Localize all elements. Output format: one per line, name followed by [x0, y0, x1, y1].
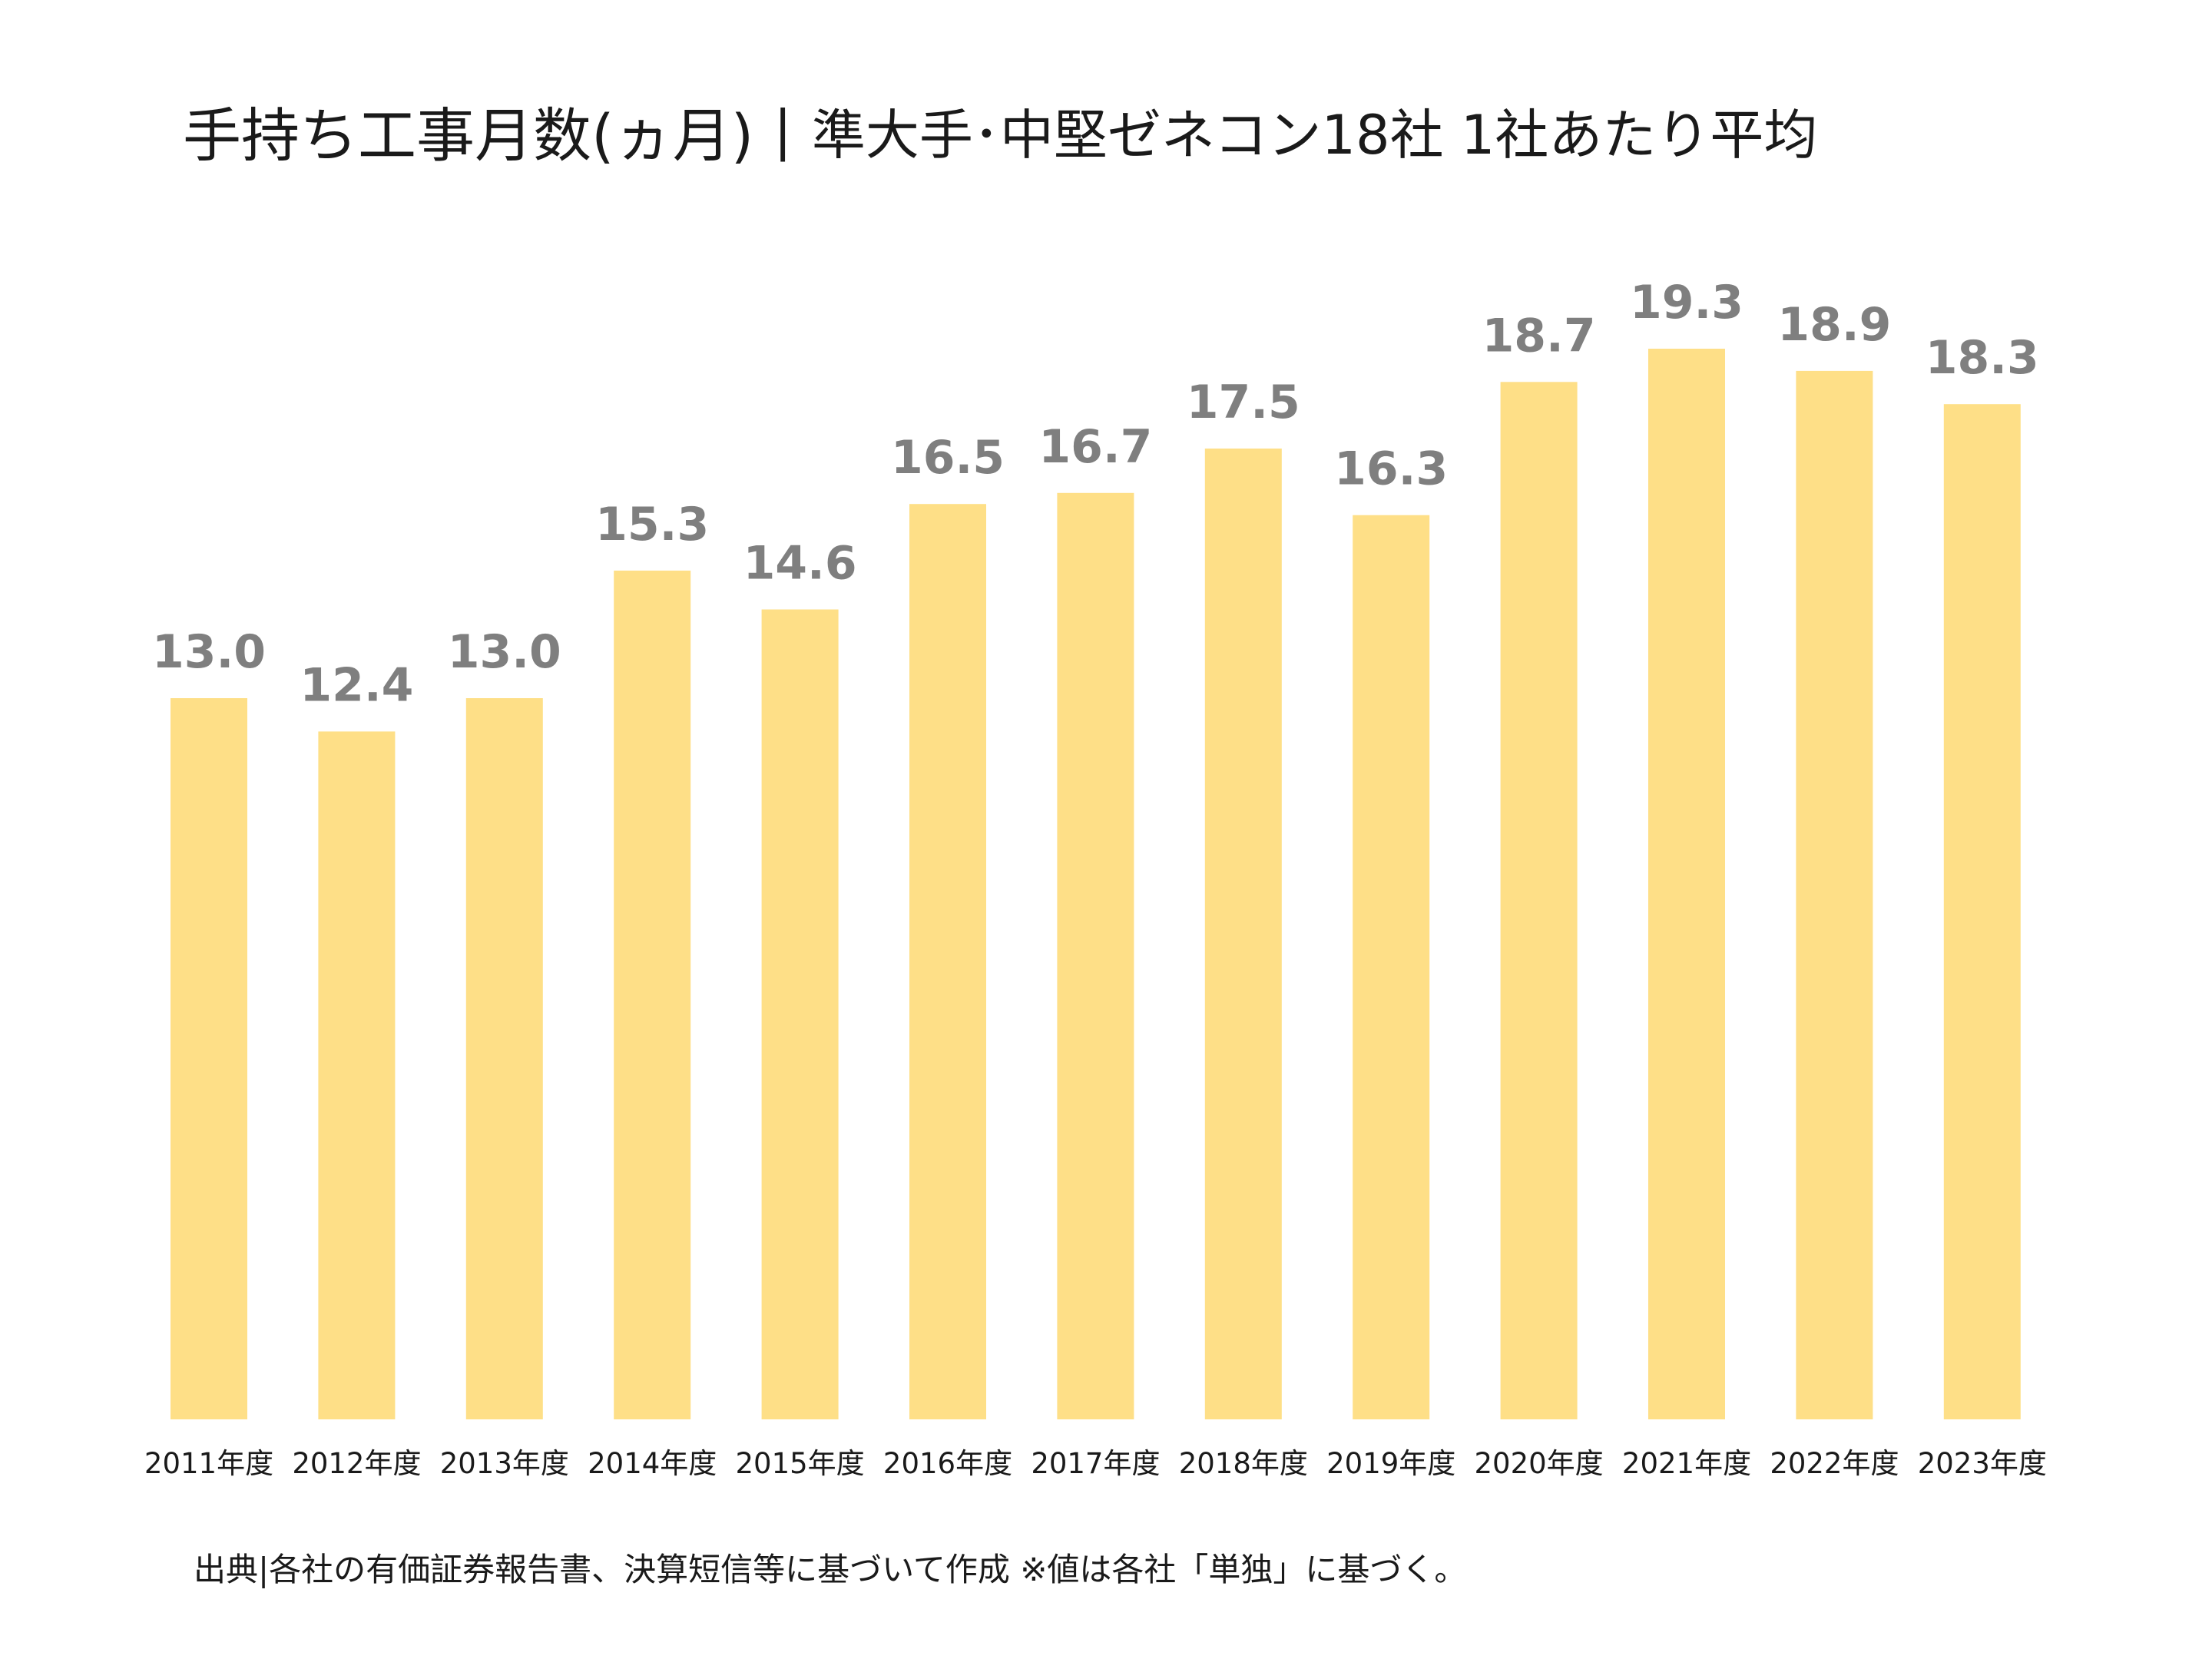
source-footnote: 出典|各社の有価証券報告書、決算短信等に基づいて作成 ※値は各社「単独」に基づく… [194, 1551, 1467, 1588]
bar [761, 609, 839, 1419]
x-tick-label: 2020年度 [1475, 1447, 1604, 1480]
chart-title: 手持ち工事月数(ヵ月) | 準大手･中堅ゼネコン18社 1社あたり平均 [183, 77, 1817, 184]
x-tick-label: 2018年度 [1179, 1447, 1308, 1480]
x-tick-label: 2014年度 [588, 1447, 717, 1480]
x-tick-label: 2023年度 [1918, 1447, 2047, 1480]
bar-group [171, 349, 2021, 1420]
bar-value-label: 15.3 [595, 498, 709, 551]
bar-value-label: 13.0 [448, 625, 561, 679]
bar-value-label: 16.7 [1038, 420, 1152, 474]
bar [1648, 349, 1725, 1419]
bar [465, 698, 543, 1419]
x-tick-label: 2022年度 [1770, 1447, 1899, 1480]
bar-value-label: 18.9 [1777, 298, 1891, 352]
bar-value-label: 18.3 [1926, 331, 2039, 385]
bar-value-label: 19.3 [1630, 276, 1743, 329]
x-tick-label: 2012年度 [292, 1447, 421, 1480]
bar [909, 504, 986, 1420]
bar [318, 731, 396, 1419]
bar-value-label: 13.0 [152, 625, 266, 679]
value-label-group: 13.0 12.4 13.0 15.3 14.6 16.5 16.7 17.5 16.3 18.7… [152, 276, 2039, 712]
bar [1796, 370, 1873, 1419]
chart-title-main: 手持ち工事月数(ヵ月) [183, 101, 754, 170]
x-tick-label: 2013年度 [440, 1447, 569, 1480]
bar [1943, 404, 2021, 1420]
x-tick-label: 2019年度 [1326, 1447, 1455, 1480]
bar-value-label: 17.5 [1187, 376, 1300, 429]
bar-value-label: 16.3 [1334, 442, 1448, 496]
bar [171, 698, 247, 1419]
bar [1204, 449, 1282, 1419]
bar-value-label: 18.7 [1482, 309, 1596, 363]
bar [1500, 382, 1578, 1419]
bar [1057, 492, 1134, 1419]
x-tick-label: 2011年度 [144, 1447, 273, 1480]
x-tick-label: 2021年度 [1622, 1447, 1751, 1480]
bar-value-label: 12.4 [300, 658, 413, 712]
x-tick-label: 2015年度 [736, 1447, 865, 1480]
chart-title-separator: | [773, 99, 792, 162]
x-axis-tick-labels: 2011年度 2012年度 2013年度 2014年度 2015年度 2016年度 2017… [144, 1447, 2047, 1480]
bar [614, 570, 691, 1419]
x-tick-label: 2017年度 [1031, 1447, 1160, 1480]
bar-value-label: 14.6 [743, 537, 857, 591]
chart-title-sub: 準大手･中堅ゼネコン18社 1社あたり平均 [811, 103, 1818, 167]
bar [1353, 515, 1430, 1420]
x-tick-label: 2016年度 [883, 1447, 1012, 1480]
bar-value-label: 16.5 [891, 431, 1005, 485]
